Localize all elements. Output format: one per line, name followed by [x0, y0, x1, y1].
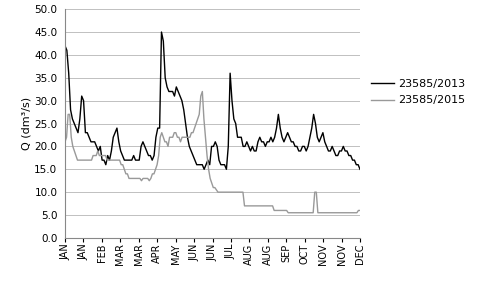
23585/2013 [229, 99, 235, 102]
23585/2015 [212, 186, 218, 189]
23585/2013 [346, 154, 352, 157]
23585/2015 [93, 154, 99, 157]
23585/2015 [146, 179, 152, 182]
23585/2013 [257, 135, 263, 139]
23585/2013 [122, 158, 128, 162]
Legend: 23585/2013, 23585/2015: 23585/2013, 23585/2015 [372, 79, 465, 106]
23585/2015 [151, 172, 157, 176]
23585/2013 [201, 167, 207, 171]
23585/2015 [357, 209, 363, 212]
23585/2013 [357, 167, 363, 171]
23585/2013 [62, 44, 68, 48]
Line: 23585/2013: 23585/2013 [65, 32, 360, 169]
23585/2013 [307, 135, 313, 139]
Y-axis label: Q (dm³/s): Q (dm³/s) [22, 97, 32, 150]
23585/2013 [146, 154, 152, 157]
23585/2015 [196, 113, 202, 116]
23585/2015 [62, 140, 68, 144]
23585/2015 [200, 90, 205, 93]
23585/2013 [158, 30, 164, 34]
Line: 23585/2015: 23585/2015 [65, 92, 360, 213]
23585/2015 [285, 211, 291, 215]
23585/2015 [130, 177, 136, 180]
